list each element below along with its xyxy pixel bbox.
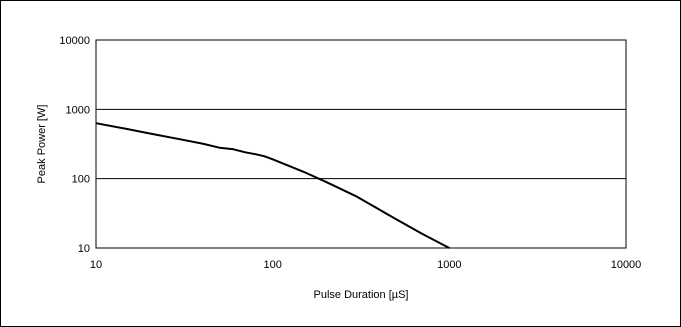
y-axis-title: Peak Power [W]	[36, 105, 48, 184]
x-tick-labels: 10 100 1000 10000	[90, 259, 641, 271]
y-tick-label-1: 100	[72, 174, 90, 186]
x-tick-label-0: 10	[90, 259, 102, 271]
x-tick-label-3: 10000	[611, 259, 642, 271]
y-tick-label-3: 10000	[59, 35, 90, 47]
x-tick-label-2: 1000	[437, 259, 461, 271]
grid-lines	[96, 108, 626, 180]
y-tick-label-2: 1000	[66, 104, 90, 116]
x-tick-label-1: 100	[263, 259, 281, 271]
x-axis-title: Pulse Duration [µS]	[314, 289, 409, 301]
y-tick-labels: 10 100 1000 10000	[59, 35, 90, 255]
plot-area	[95, 39, 627, 249]
series-line	[95, 122, 450, 249]
y-tick-label-0: 10	[78, 243, 90, 255]
